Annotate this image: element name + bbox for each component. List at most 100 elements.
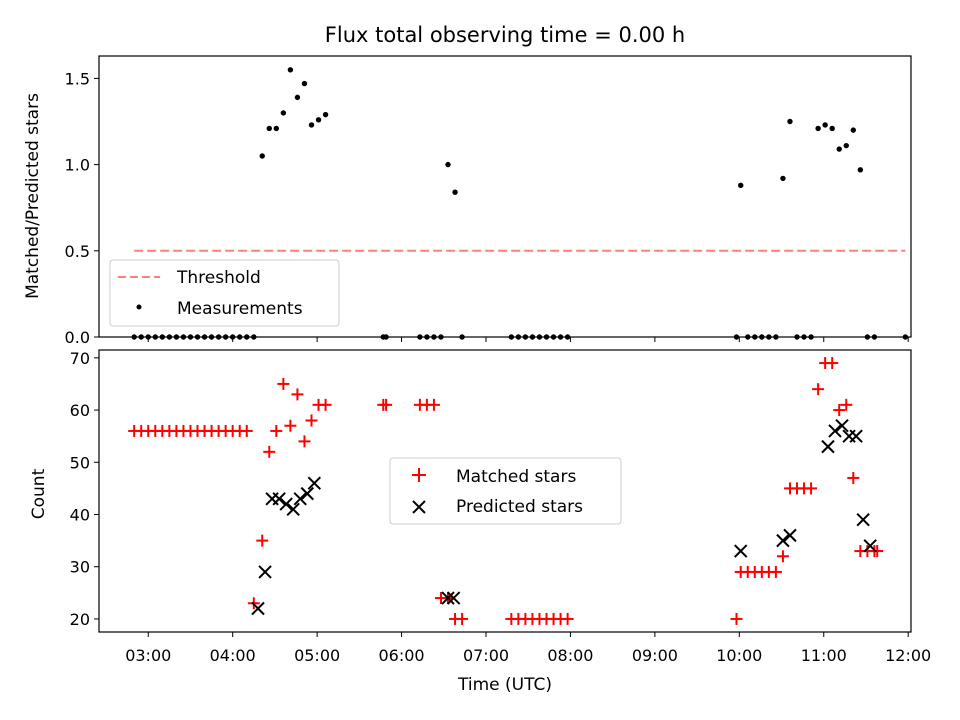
top-y-tick-label: 0.5	[65, 242, 90, 261]
matched-stars-point	[812, 383, 825, 396]
x-tick-label: 04:00	[210, 646, 256, 665]
measurement-point	[287, 67, 294, 73]
matched-stars-point	[256, 534, 269, 547]
measurement-point	[308, 122, 315, 128]
predicted-stars-point	[849, 429, 863, 443]
x-tick-label: 06:00	[379, 646, 425, 665]
x-tick-label: 11:00	[801, 646, 847, 665]
matched-stars-point	[456, 612, 469, 625]
measurement-point	[843, 142, 849, 149]
measurement-point	[445, 161, 451, 168]
measurement-point	[266, 125, 272, 132]
legend-measurements-label: Measurements	[177, 299, 303, 319]
top-y-tick-label: 1.5	[65, 69, 90, 88]
predicted-stars-point	[293, 492, 307, 506]
bottom-y-tick-label: 20	[70, 610, 90, 629]
bottom-y-tick-label: 50	[70, 453, 90, 472]
predicted-stars-point	[258, 565, 272, 579]
matched-stars-point	[730, 612, 743, 625]
predicted-stars-point	[286, 502, 300, 516]
bottom-y-axis-label: Count	[29, 468, 49, 519]
measurement-point	[301, 80, 308, 87]
matched-stars-point	[380, 398, 393, 411]
count-points	[128, 357, 884, 625]
matched-stars-point	[769, 565, 782, 578]
matched-stars-point	[270, 424, 283, 437]
measurement-point	[815, 125, 821, 132]
bottom-axes-frame	[98, 349, 912, 633]
legend-predicted-swatch	[412, 500, 426, 514]
x-tick-label: 05:00	[294, 646, 340, 665]
top-chart-title: Flux total observing time = 0.00 h	[325, 23, 685, 47]
matched-stars-point	[291, 388, 304, 401]
matched-stars-point	[826, 357, 839, 370]
legend-matched-label: Matched stars	[456, 467, 576, 487]
measurement-point	[822, 122, 828, 128]
matched-stars-point	[776, 550, 789, 563]
predicted-stars-point	[279, 497, 293, 511]
bottom-axes: 20 30 40 50 60 70 03:00 04:00 05:00 06:00 07:00 08:…	[29, 349, 931, 695]
bottom-legend: Matched stars Predicted stars	[389, 457, 622, 525]
bottom-y-tick-label: 70	[70, 349, 90, 368]
top-axes-frame	[98, 55, 912, 338]
matched-stars-point	[284, 419, 297, 432]
matched-stars-point	[427, 398, 440, 411]
x-tick-label: 10:00	[716, 646, 762, 665]
predicted-stars-point	[776, 533, 790, 548]
predicted-stars-point	[441, 591, 455, 605]
x-tick-label: 03:00	[125, 646, 171, 665]
x-tick-label: 08:00	[547, 646, 593, 665]
predicted-stars-point	[835, 419, 849, 433]
predicted-stars-point	[856, 513, 870, 527]
predicted-stars-point	[307, 476, 322, 490]
bottom-ticks: 20 30 40 50 60 70 03:00 04:00 05:00 06:00 07:00 08:…	[70, 349, 932, 665]
matched-stars-point	[805, 482, 818, 495]
predicted-stars-point	[863, 539, 877, 553]
measurement-point	[273, 125, 280, 132]
x-axis-label: Time (UTC)	[457, 675, 552, 695]
x-tick-label: 12:00	[885, 646, 931, 665]
top-y-tick-label: 1.0	[65, 156, 90, 175]
matched-stars-point	[833, 404, 846, 417]
measurement-point	[738, 182, 744, 188]
measurement-point	[452, 189, 458, 195]
measurement-point	[850, 127, 857, 133]
bottom-y-tick-label: 60	[70, 401, 90, 420]
predicted-stars-point	[446, 591, 461, 605]
matched-stars-point	[561, 612, 574, 625]
measurement-point	[787, 118, 793, 125]
x-tick-label: 07:00	[463, 646, 509, 665]
top-ticks: 0.0 0.5 1.0 1.5	[65, 69, 909, 347]
measurement-point	[857, 167, 864, 173]
bottom-y-tick-label: 30	[70, 558, 90, 577]
predicted-stars-point	[300, 486, 314, 501]
legend-matched-swatch	[412, 468, 426, 482]
matched-stars-point	[240, 424, 253, 437]
matched-stars-point	[847, 471, 860, 484]
predicted-stars-point	[272, 492, 286, 506]
matched-stars-point	[305, 414, 318, 427]
measurement-point	[780, 175, 786, 182]
legend-predicted-label: Predicted stars	[456, 497, 583, 517]
measurement-point	[322, 111, 329, 118]
predicted-stars-point	[828, 424, 842, 438]
top-y-axis-label: Matched/Predicted stars	[23, 93, 43, 299]
measurement-point	[259, 153, 265, 159]
measurement-point	[829, 125, 835, 132]
matched-stars-point	[298, 435, 311, 448]
predicted-stars-point	[251, 601, 265, 616]
bottom-y-tick-label: 40	[70, 506, 90, 525]
matched-stars-point	[840, 398, 853, 411]
legend-threshold-label: Threshold	[176, 268, 261, 288]
predicted-stars-point	[783, 528, 797, 543]
matched-stars-point	[871, 545, 884, 558]
x-tick-label: 09:00	[632, 646, 678, 665]
bottom-legend-box	[389, 457, 622, 525]
matched-stars-point	[263, 445, 276, 458]
top-axes: 0.0 0.5 1.0 1.5 Matched/Predicted stars Thr…	[23, 55, 912, 347]
top-y-tick-label: 0.0	[65, 328, 90, 347]
predicted-stars-point	[821, 439, 835, 454]
top-legend-box	[109, 259, 340, 327]
